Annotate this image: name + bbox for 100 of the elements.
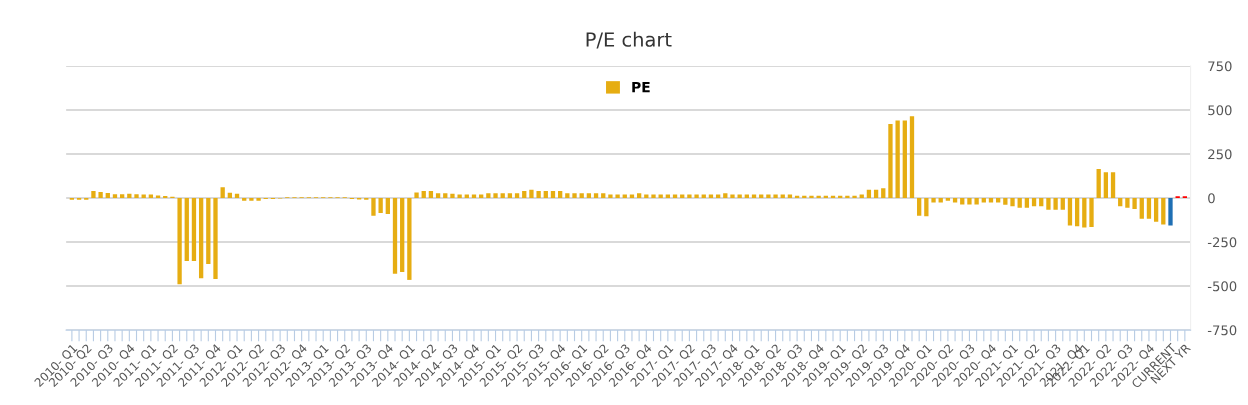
bar <box>945 198 951 201</box>
y-tick-label: 500 <box>1208 105 1232 116</box>
bar <box>529 189 534 199</box>
bar <box>974 198 979 205</box>
y-tick-label: 0 <box>1208 193 1215 204</box>
bar <box>507 193 513 199</box>
bar <box>579 193 584 199</box>
bar <box>1082 198 1087 228</box>
bar <box>773 194 778 199</box>
y-tick-label: -750 <box>1207 325 1237 336</box>
bar <box>414 192 419 199</box>
bar <box>572 193 577 199</box>
bar <box>256 198 261 201</box>
bar <box>220 187 225 199</box>
chart-title: P/E chart <box>586 31 672 49</box>
bar <box>1153 198 1159 222</box>
bar <box>206 198 211 265</box>
y-tick-label: 750 <box>1208 61 1232 72</box>
bar <box>112 194 118 199</box>
bar <box>407 198 412 280</box>
legend-label: PE <box>632 82 650 93</box>
bar <box>1096 169 1101 199</box>
bar <box>816 195 821 199</box>
bar <box>98 191 103 199</box>
bar <box>120 194 125 199</box>
bar <box>608 194 613 199</box>
bar <box>155 195 161 199</box>
bar <box>400 198 405 272</box>
bar <box>249 198 254 201</box>
bar <box>493 193 498 199</box>
bar <box>428 191 434 199</box>
bar <box>636 193 642 199</box>
bar <box>191 198 197 262</box>
bar <box>543 191 548 199</box>
bar <box>601 193 606 199</box>
bar <box>730 194 735 199</box>
bar <box>565 193 570 199</box>
bar <box>392 198 398 274</box>
bar <box>1017 198 1022 208</box>
bar <box>435 193 441 199</box>
bar <box>514 193 520 199</box>
bar <box>888 124 893 199</box>
bar <box>1074 198 1080 227</box>
bar <box>1060 198 1065 210</box>
bar <box>450 193 455 199</box>
bar <box>845 195 850 199</box>
bar <box>378 198 383 214</box>
bar <box>593 193 599 199</box>
bar <box>1003 198 1008 205</box>
bar <box>558 191 563 199</box>
bar <box>242 198 247 201</box>
y-tick-label: 250 <box>1208 149 1232 160</box>
bar <box>1010 198 1015 207</box>
bar <box>486 193 491 199</box>
bar <box>852 195 857 199</box>
bar <box>1161 198 1166 225</box>
bar <box>723 193 728 199</box>
bar <box>694 194 699 199</box>
bar <box>809 195 814 199</box>
bar <box>1067 198 1073 226</box>
bar <box>1146 198 1152 219</box>
bar <box>198 198 204 279</box>
bar <box>421 191 426 199</box>
bar <box>177 198 182 285</box>
bar <box>902 120 907 199</box>
bar <box>766 194 771 199</box>
bar <box>1139 198 1144 219</box>
y-tick-label: -250 <box>1207 237 1237 248</box>
bar <box>1125 198 1130 208</box>
bar <box>385 198 390 214</box>
bar <box>105 193 110 199</box>
bar <box>1168 198 1173 226</box>
bar <box>1103 172 1109 199</box>
bar <box>371 198 376 216</box>
bar <box>931 198 936 203</box>
bar <box>586 193 592 199</box>
bar <box>184 198 189 262</box>
bar <box>1110 172 1116 199</box>
bar <box>1132 198 1137 209</box>
bar <box>500 193 505 199</box>
bar <box>443 193 448 199</box>
bar <box>536 191 541 199</box>
bar <box>1024 198 1030 208</box>
bar <box>213 198 218 280</box>
bar <box>881 188 886 199</box>
bar <box>134 194 139 199</box>
bar <box>550 191 556 199</box>
bar <box>895 120 900 199</box>
bar <box>909 116 915 199</box>
bar <box>91 191 96 199</box>
bar <box>522 191 527 199</box>
bar <box>457 194 462 199</box>
bar <box>651 194 656 199</box>
bar <box>687 194 692 199</box>
bar <box>924 198 929 217</box>
bar <box>1053 198 1058 210</box>
bar <box>615 194 620 199</box>
bar <box>1089 198 1094 227</box>
bar <box>917 198 922 216</box>
y-tick-label: -500 <box>1207 281 1237 292</box>
